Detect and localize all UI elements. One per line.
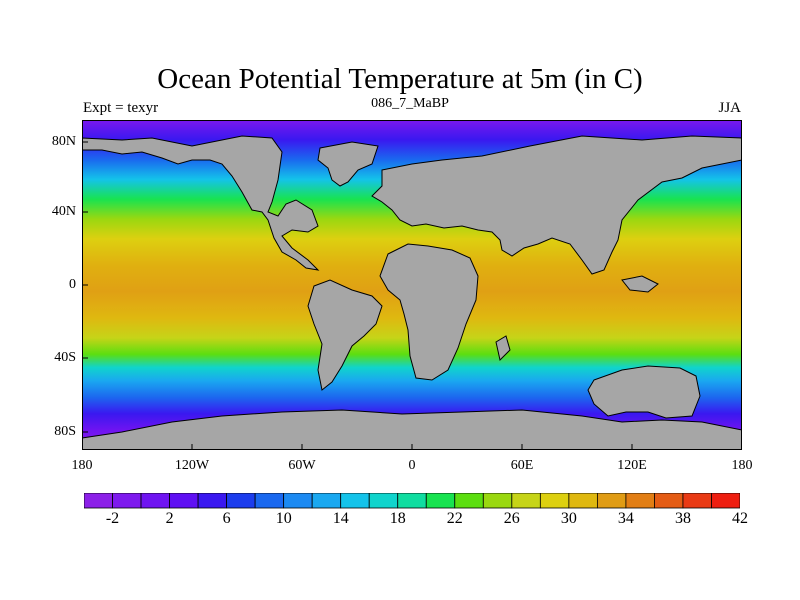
x-tick-label: 120W [174, 458, 210, 473]
colorbar-box [112, 493, 142, 509]
colorbar-box [482, 493, 513, 509]
colorbar-box [397, 493, 427, 509]
x-tick-label: 60W [288, 458, 316, 473]
se-asia-islands [621, 275, 659, 293]
colorbar-label: 2 [165, 510, 174, 527]
y-tick-label: 40N [51, 204, 76, 219]
x-tick-label: 0 [408, 458, 416, 473]
colorbar-box [140, 493, 170, 509]
eurasia [371, 135, 742, 275]
colorbar-box [226, 493, 256, 509]
map-title: Ocean Potential Temperature at 5m (in C) [157, 63, 643, 95]
australia [587, 365, 701, 419]
colorbar-box [539, 493, 570, 509]
africa [379, 243, 479, 381]
colorbar-label: 22 [446, 510, 463, 527]
colorbar-box [568, 493, 598, 509]
colorbar-label: -2 [105, 510, 120, 527]
y-tick-label: 80S [54, 424, 76, 439]
colorbar-label: 26 [503, 510, 520, 527]
colorbar-box [625, 493, 655, 509]
x-tick-label: 60E [510, 458, 534, 473]
colorbar-label: 42 [732, 510, 748, 527]
colorbar-label: 30 [560, 510, 577, 527]
colorbar-box [283, 493, 313, 509]
x-tick-label: 180 [71, 458, 93, 473]
colorbar-label: 38 [675, 510, 691, 527]
land-masses [82, 135, 742, 450]
colorbar-box [169, 493, 199, 509]
experiment-label: Expt = texyr [83, 100, 159, 116]
north-america [82, 135, 320, 271]
colorbar-box [454, 493, 484, 509]
season-label: JJA [718, 100, 741, 116]
antarctica [82, 409, 742, 450]
colorbar-box [711, 493, 740, 509]
colorbar-box [425, 493, 456, 509]
colorbar-label: 14 [332, 510, 349, 527]
colorbar-box [511, 493, 541, 509]
colorbar-box [254, 493, 285, 509]
colorbar-box [682, 493, 712, 509]
colorbar-box [84, 493, 113, 509]
map-ticks [82, 141, 633, 450]
y-tick-label: 40S [54, 350, 76, 365]
colorbar-box [654, 493, 684, 509]
colorbar-label: 34 [617, 510, 634, 527]
colorbar [84, 493, 740, 509]
colorbar-label: 6 [222, 510, 231, 527]
colorbar-box [340, 493, 370, 509]
colorbar-box [197, 493, 228, 509]
temperature-map [82, 120, 742, 450]
colorbar-label: 10 [275, 510, 292, 527]
colorbar-label: 18 [389, 510, 406, 527]
x-tick-label: 120E [617, 458, 647, 473]
south-america [307, 279, 383, 391]
colorbar-box [311, 493, 342, 509]
colorbar-box [596, 493, 627, 509]
y-tick-label: 80N [51, 134, 76, 149]
madagascar [495, 335, 511, 361]
y-tick-label: 0 [69, 277, 76, 292]
greenland [317, 141, 379, 187]
colorbar-box [368, 493, 399, 509]
period-label: 086_7_MaBP [371, 96, 449, 111]
x-tick-label: 180 [731, 458, 753, 473]
